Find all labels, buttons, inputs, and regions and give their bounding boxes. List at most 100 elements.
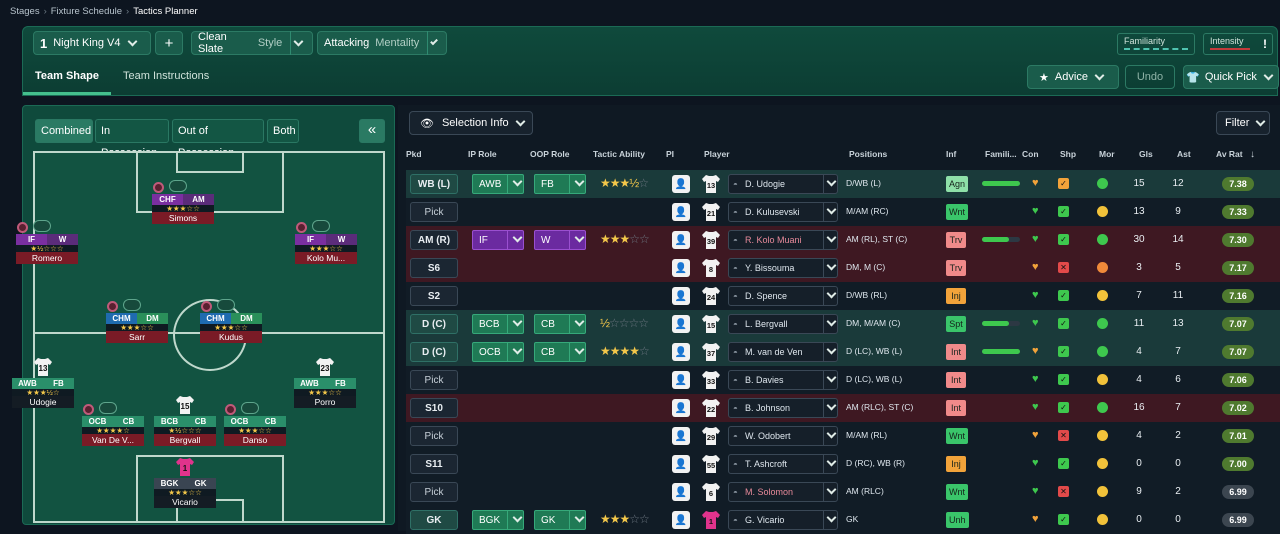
pitch-tab-combined[interactable]: Combined bbox=[35, 119, 93, 143]
player-selector[interactable]: ◓R. Kolo Muani bbox=[728, 230, 838, 250]
col-familiarity[interactable]: Famili... bbox=[985, 149, 1017, 159]
ip-role-selector[interactable]: BGK bbox=[472, 510, 524, 530]
collapse-icon[interactable]: « bbox=[359, 119, 385, 143]
col-con[interactable]: Con bbox=[1022, 149, 1039, 159]
player-selector[interactable]: ◓W. Odobert bbox=[728, 426, 838, 446]
col-av-rat[interactable]: Av Rat bbox=[1216, 149, 1243, 159]
col-ip-role[interactable]: IP Role bbox=[468, 149, 497, 159]
col-positions[interactable]: Positions bbox=[849, 149, 887, 159]
oop-role-selector[interactable]: CB bbox=[534, 342, 586, 362]
player-selector[interactable]: ◓D. Udogie bbox=[728, 174, 838, 194]
player-instructions-icon[interactable]: 👤 bbox=[672, 175, 690, 193]
col-ast[interactable]: Ast bbox=[1177, 149, 1191, 159]
player-selector[interactable]: ◓T. Ashcroft bbox=[728, 454, 838, 474]
pkd-selector[interactable]: GK bbox=[410, 510, 458, 530]
pkd-selector[interactable]: Pick bbox=[410, 370, 458, 390]
pkd-selector[interactable]: WB (L) bbox=[410, 174, 458, 194]
sort-down-icon[interactable]: ↓ bbox=[1250, 149, 1255, 160]
player-selector[interactable]: ◓B. Johnson bbox=[728, 398, 838, 418]
add-tactic-button[interactable]: + bbox=[155, 31, 183, 55]
familiarity-gauge[interactable]: Familiarity bbox=[1117, 33, 1195, 55]
ip-role-selector[interactable]: AWB bbox=[472, 174, 524, 194]
pkd-selector[interactable]: D (C) bbox=[410, 314, 458, 334]
advice-button[interactable]: ★ Advice bbox=[1027, 65, 1119, 89]
player-selector[interactable]: ◓D. Kulusevski bbox=[728, 202, 838, 222]
selection-info-button[interactable]: 👁 Selection Info bbox=[409, 111, 533, 135]
col-pi[interactable]: PI bbox=[666, 149, 674, 159]
player-instructions-icon[interactable]: 👤 bbox=[672, 511, 690, 529]
player-selector[interactable]: ◓Y. Bissouma bbox=[728, 258, 838, 278]
pkd-selector[interactable]: AM (R) bbox=[410, 230, 458, 250]
player-selector[interactable]: ◓M. van de Ven bbox=[728, 342, 838, 362]
pkd-selector[interactable]: S10 bbox=[410, 398, 458, 418]
tactic-selector[interactable]: 1 Night King V4 bbox=[33, 31, 151, 55]
tab-team-shape[interactable]: Team Shape bbox=[23, 61, 111, 95]
player-instructions-icon[interactable]: 👤 bbox=[672, 427, 690, 445]
player-instructions-icon[interactable]: 👤 bbox=[672, 399, 690, 417]
mentality-selector[interactable]: Attacking Mentality bbox=[317, 31, 447, 55]
style-selector[interactable]: Clean Slate Style bbox=[191, 31, 313, 55]
col-oop-role[interactable]: OOP Role bbox=[530, 149, 570, 159]
col-inf[interactable]: Inf bbox=[946, 149, 956, 159]
player-instructions-icon[interactable]: 👤 bbox=[672, 231, 690, 249]
col-gls[interactable]: Gls bbox=[1139, 149, 1153, 159]
player-instructions-icon[interactable]: 👤 bbox=[672, 455, 690, 473]
player-selector[interactable]: ◓L. Bergvall bbox=[728, 314, 838, 334]
pkd-selector[interactable]: Pick bbox=[410, 202, 458, 222]
pitch-tab-both[interactable]: Both bbox=[267, 119, 299, 143]
player-instructions-icon[interactable]: 👤 bbox=[672, 371, 690, 389]
pitch-tab-out-of-possession[interactable]: Out of Possession bbox=[172, 119, 264, 143]
player-selector[interactable]: ◓G. Vicario bbox=[728, 510, 838, 530]
col-pkd[interactable]: Pkd bbox=[406, 149, 422, 159]
col-shp[interactable]: Shp bbox=[1060, 149, 1076, 159]
pkd-selector[interactable]: Pick bbox=[410, 482, 458, 502]
player-instructions-icon[interactable]: 👤 bbox=[672, 259, 690, 277]
quick-pick-button[interactable]: 👕 Quick Pick bbox=[1183, 65, 1279, 89]
col-tactic-ability[interactable]: Tactic Ability bbox=[593, 149, 645, 159]
oop-role-selector[interactable]: CB bbox=[534, 314, 586, 334]
undo-button[interactable]: Undo bbox=[1125, 65, 1175, 89]
filter-button[interactable]: Filter bbox=[1216, 111, 1270, 135]
pkd-selector[interactable]: Pick bbox=[410, 426, 458, 446]
pkd-selector[interactable]: D (C) bbox=[410, 342, 458, 362]
player-instructions-icon[interactable]: 👤 bbox=[672, 343, 690, 361]
player-selector[interactable]: ◓D. Spence bbox=[728, 286, 838, 306]
breadcrumb-fixture-schedule[interactable]: Fixture Schedule bbox=[51, 6, 122, 17]
col-mor[interactable]: Mor bbox=[1099, 149, 1115, 159]
pitch-tab-in-possession[interactable]: In Possession bbox=[95, 119, 169, 143]
oop-role-selector[interactable]: W bbox=[534, 230, 586, 250]
tab-team-instructions[interactable]: Team Instructions bbox=[111, 61, 221, 95]
player-instructions-icon[interactable]: 👤 bbox=[672, 315, 690, 333]
pkd-selector[interactable]: S6 bbox=[410, 258, 458, 278]
player-selector[interactable]: ◓M. Solomon bbox=[728, 482, 838, 502]
intensity-gauge[interactable]: Intensity ! bbox=[1203, 33, 1273, 55]
ip-role-selector[interactable]: OCB bbox=[472, 342, 524, 362]
player-instructions-icon[interactable]: 👤 bbox=[672, 287, 690, 305]
pkd-selector[interactable]: S11 bbox=[410, 454, 458, 474]
col-player[interactable]: Player bbox=[704, 149, 730, 159]
player-instructions-icon[interactable]: 👤 bbox=[672, 483, 690, 501]
